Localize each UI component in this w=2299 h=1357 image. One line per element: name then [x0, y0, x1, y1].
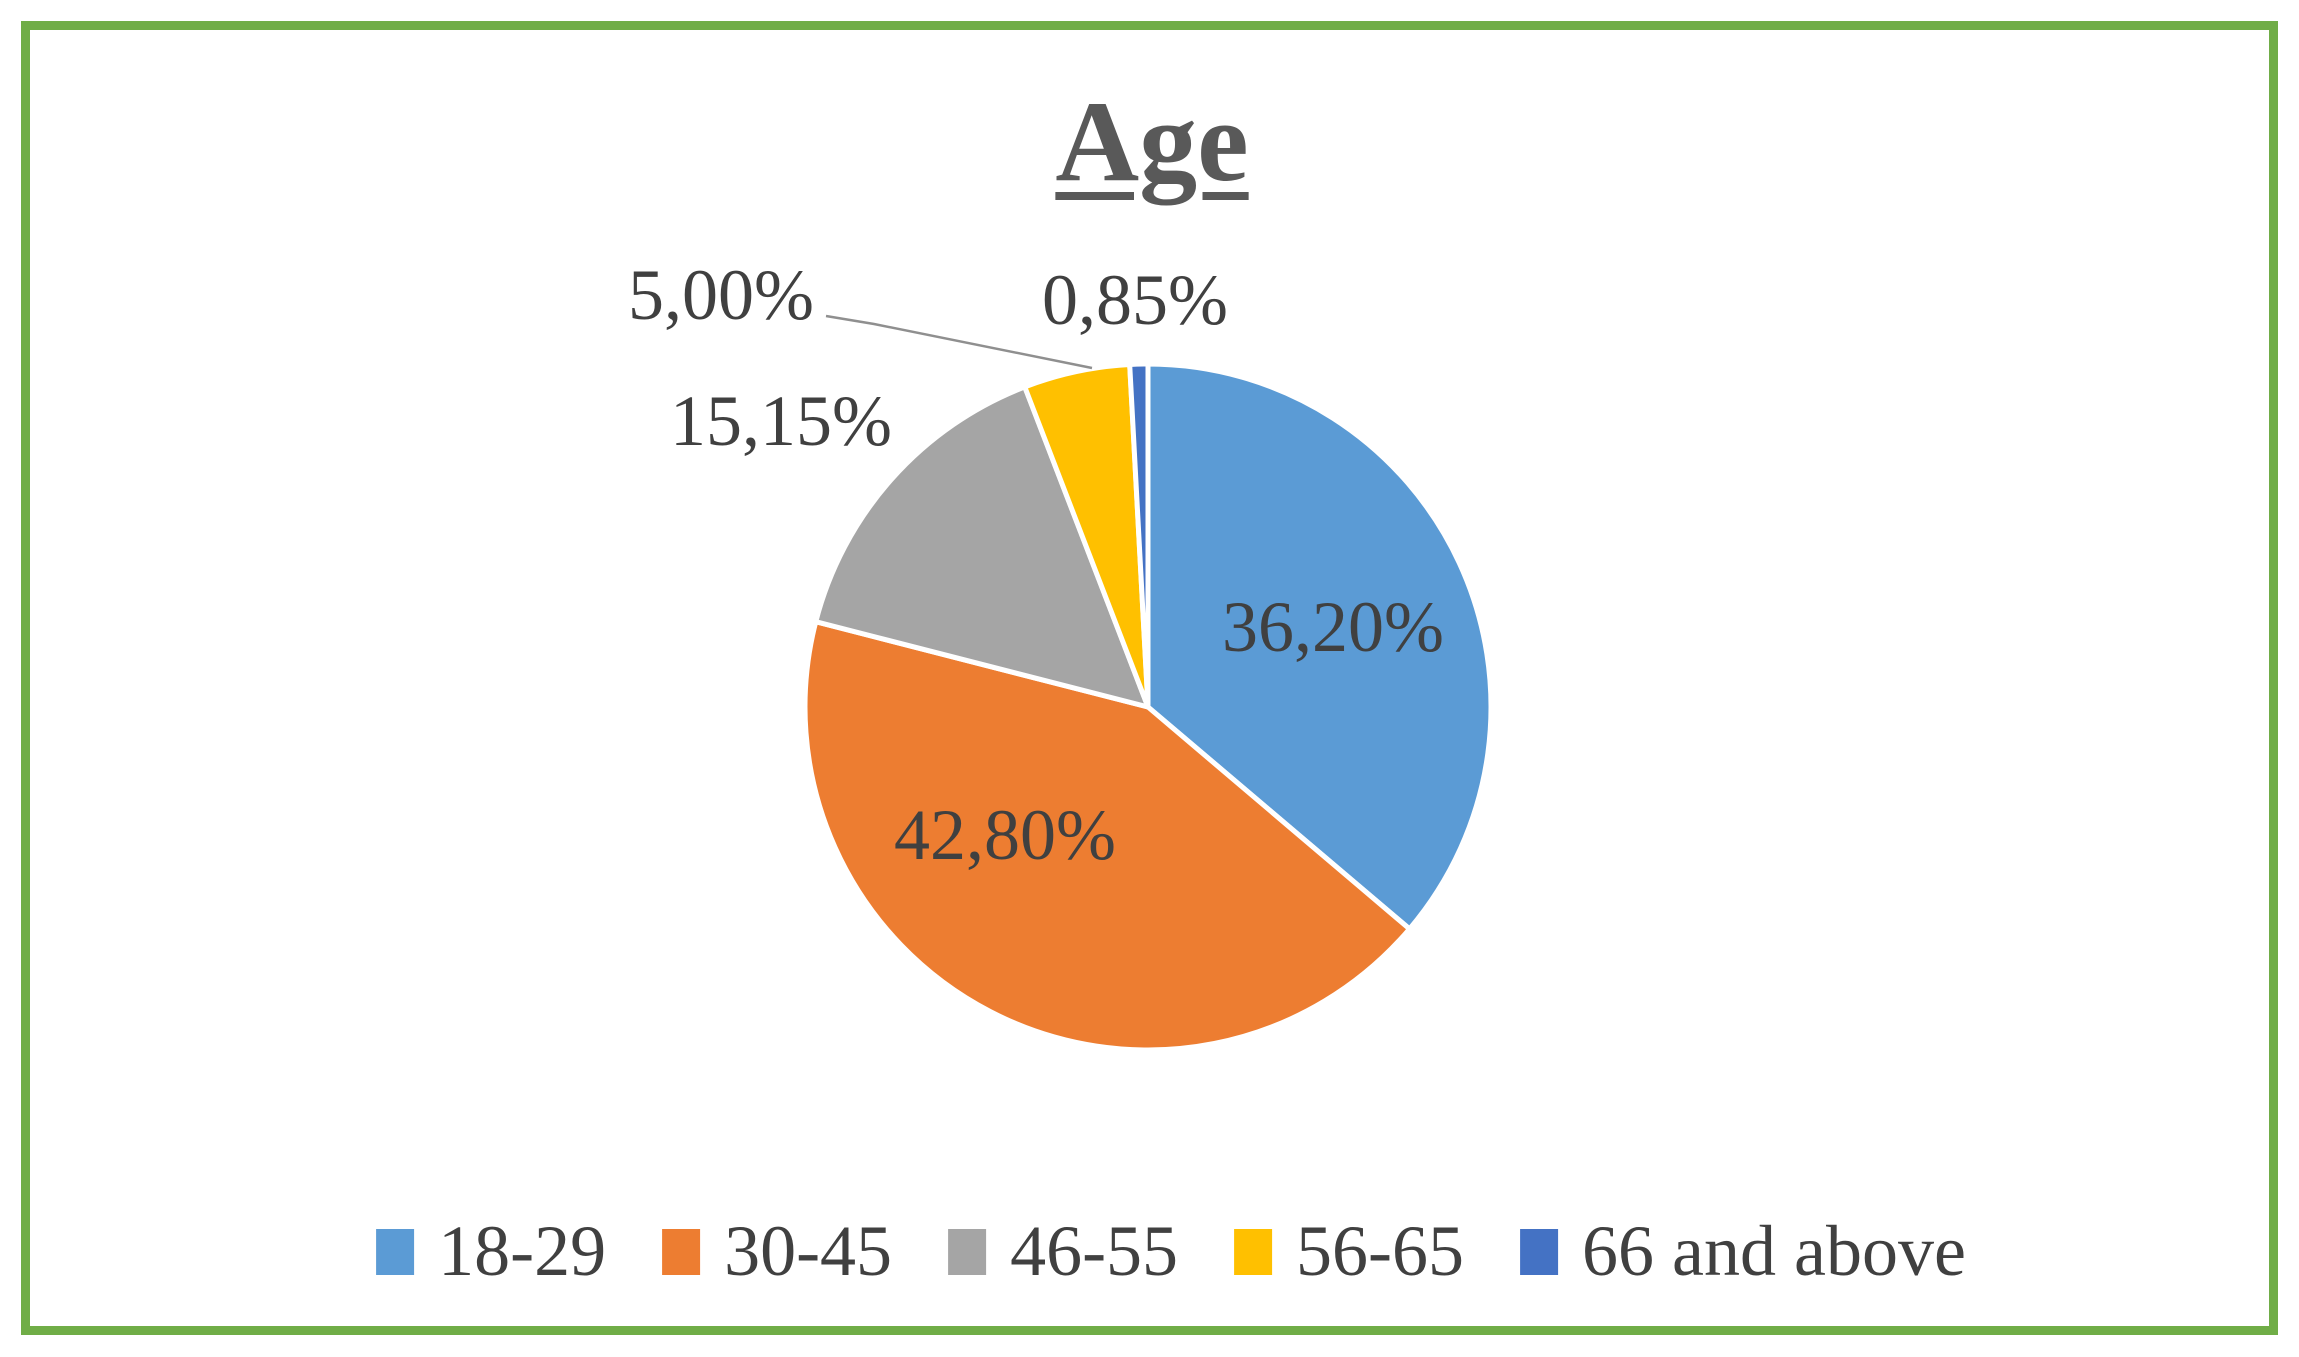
- legend-item-30-45: 30-45: [662, 1210, 892, 1293]
- figure-border: [21, 21, 2278, 1335]
- legend-label-46-55: 46-55: [1010, 1211, 1179, 1291]
- legend-item-18-29: 18-29: [376, 1210, 606, 1293]
- chart-title: Age: [1055, 78, 1249, 206]
- legend-item-66-and-above: 66 and above: [1520, 1210, 1966, 1293]
- legend-marker-66-and-above: [1520, 1228, 1559, 1275]
- data-label-46-55: 15,15%: [670, 381, 892, 461]
- pie-slice-18-29: [1145, 361, 1494, 932]
- legend-label-66-and-above: 66 and above: [1582, 1211, 1966, 1291]
- legend: 18-29 30-45 46-55 56-65 66 and above: [376, 1210, 1966, 1293]
- legend-marker-56-65: [1234, 1228, 1273, 1275]
- pie-slice-30-45: [802, 619, 1413, 1053]
- data-label-30-45: 42,80%: [894, 795, 1116, 875]
- legend-marker-46-55: [948, 1228, 987, 1275]
- data-label-18-29: 36,20%: [1222, 587, 1444, 667]
- legend-item-46-55: 46-55: [948, 1210, 1178, 1293]
- legend-item-56-65: 56-65: [1234, 1210, 1464, 1293]
- pie-slice-46-55: [813, 384, 1151, 710]
- pie-slices: [802, 361, 1494, 1053]
- legend-marker-30-45: [662, 1228, 701, 1275]
- label-leader-line: [825, 314, 1093, 370]
- data-label-66-and-above: 0,85%: [1042, 260, 1228, 340]
- legend-marker-18-29: [376, 1228, 415, 1275]
- data-label-56-65: 5,00%: [628, 255, 814, 335]
- pie-slice-66-and-above: [1127, 361, 1151, 710]
- legend-label-30-45: 30-45: [724, 1211, 893, 1291]
- legend-label-56-65: 56-65: [1296, 1211, 1465, 1291]
- legend-label-18-29: 18-29: [438, 1211, 607, 1291]
